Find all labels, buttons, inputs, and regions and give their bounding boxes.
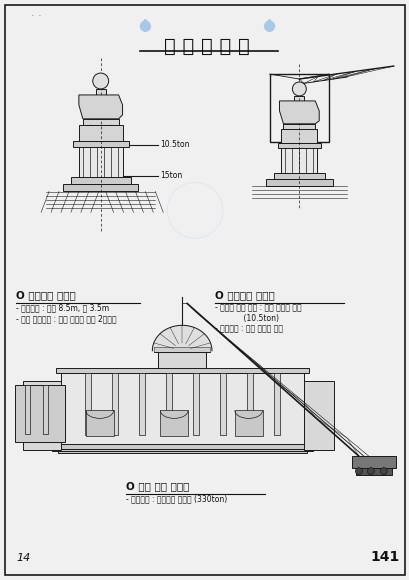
Bar [73, 141, 128, 147]
Bar [56, 368, 308, 372]
Bar [351, 456, 395, 468]
Bar [52, 447, 312, 451]
Circle shape [140, 21, 150, 31]
Polygon shape [152, 325, 211, 351]
Bar [63, 183, 138, 191]
Bar [283, 124, 315, 129]
Circle shape [355, 467, 362, 474]
Polygon shape [140, 19, 150, 26]
Bar [112, 372, 118, 436]
Text: O 첨탑해체 계획도: O 첨탑해체 계획도 [214, 290, 274, 300]
Bar [79, 125, 122, 141]
Text: 15ton: 15ton [160, 171, 182, 180]
Circle shape [264, 21, 274, 31]
Text: - 사용장비 : 하이드로 크레인 (330ton): - 사용장비 : 하이드로 크레인 (330ton) [125, 494, 226, 503]
Polygon shape [264, 19, 274, 26]
Polygon shape [79, 95, 122, 119]
Bar [139, 372, 145, 436]
Bar [247, 372, 253, 436]
Text: 10.5ton: 10.5ton [160, 140, 189, 149]
Circle shape [92, 73, 108, 89]
Bar [193, 372, 199, 436]
Bar [154, 347, 209, 351]
Text: · ·: · · [31, 11, 42, 21]
Text: O 첨탑해체 계획도: O 첨탑해체 계획도 [16, 290, 76, 300]
Bar [220, 372, 226, 436]
Text: - 잔여부재 : 당일 행사후 철거: - 잔여부재 : 당일 행사후 철거 [214, 325, 282, 334]
Bar [71, 176, 130, 183]
Bar [79, 147, 122, 176]
Bar [43, 385, 48, 434]
Bar [15, 385, 65, 443]
Bar [61, 372, 303, 450]
Bar [281, 129, 317, 143]
Text: - 당일 철거범위 : 사전 절단해 놓은 2개부재: - 당일 철거범위 : 사전 절단해 놓은 2개부재 [16, 315, 117, 324]
Bar [23, 380, 61, 450]
Bar [25, 385, 30, 434]
Bar [58, 450, 307, 453]
Bar [281, 148, 317, 173]
Bar [273, 173, 324, 179]
Circle shape [292, 82, 306, 96]
Text: 141: 141 [370, 550, 399, 564]
Bar [277, 143, 320, 148]
Text: 14: 14 [16, 553, 30, 563]
Text: O 장비 배치 계획도: O 장비 배치 계획도 [125, 481, 189, 491]
Polygon shape [279, 101, 319, 124]
Bar [160, 411, 188, 436]
Circle shape [380, 467, 387, 474]
Bar [265, 179, 333, 186]
Bar [90, 125, 110, 139]
Bar [294, 96, 303, 101]
Circle shape [366, 467, 373, 474]
Bar [166, 372, 172, 436]
Bar [274, 372, 280, 436]
Text: 철 거 계 획 도: 철 거 계 획 도 [164, 37, 249, 56]
Bar [269, 74, 328, 142]
Text: - 첨탑규격 : 높이 8.5m, 폭 3.5m: - 첨탑규격 : 높이 8.5m, 폭 3.5m [16, 303, 109, 312]
Bar [234, 411, 262, 436]
Text: (10.5ton): (10.5ton) [214, 314, 278, 323]
Bar [85, 372, 91, 436]
Bar [46, 444, 319, 450]
Bar [96, 89, 106, 95]
Bar [355, 468, 391, 475]
Text: - 행사시 해체 부재 : 첨탑 최상부 부재: - 행사시 해체 부재 : 첨탑 최상부 부재 [214, 303, 301, 312]
Bar [158, 351, 205, 372]
Bar [83, 119, 118, 125]
Bar [85, 411, 113, 436]
Bar [303, 380, 333, 450]
